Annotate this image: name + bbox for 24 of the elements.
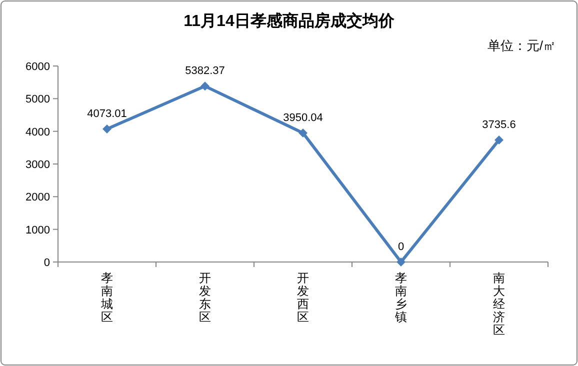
x-tick-label: 开发东区 [199,271,211,324]
y-tick-label: 1000 [26,224,50,236]
point [396,258,406,266]
y-tick-label: 3000 [26,159,50,171]
data-label: 3735.6 [482,118,516,131]
y-tick-label: 2000 [26,192,50,204]
y-tick-label: 0 [44,257,50,269]
point [102,124,112,134]
chart-title: 11月14日孝感商品房成交均价 [184,11,396,30]
text: 单位：元/㎡ [487,38,556,53]
point [494,135,504,144]
x-tick-label: 开发西区 [297,271,309,324]
data-label: 0 [398,241,404,253]
data-label: 4073.01 [87,108,127,120]
y-tick-label: 5000 [26,94,50,106]
point [200,82,210,91]
point [298,128,308,138]
data-label: 5382.37 [185,65,225,78]
x-tick-label: 孝南城区 [100,271,113,324]
x-tick-label: 孝南乡镇 [394,271,407,324]
y-tick-label: 4000 [26,126,50,138]
x-tick-label: 南大经济区 [493,271,505,337]
data-label: 3950.04 [283,112,323,124]
y-tick-label: 6000 [26,61,50,73]
